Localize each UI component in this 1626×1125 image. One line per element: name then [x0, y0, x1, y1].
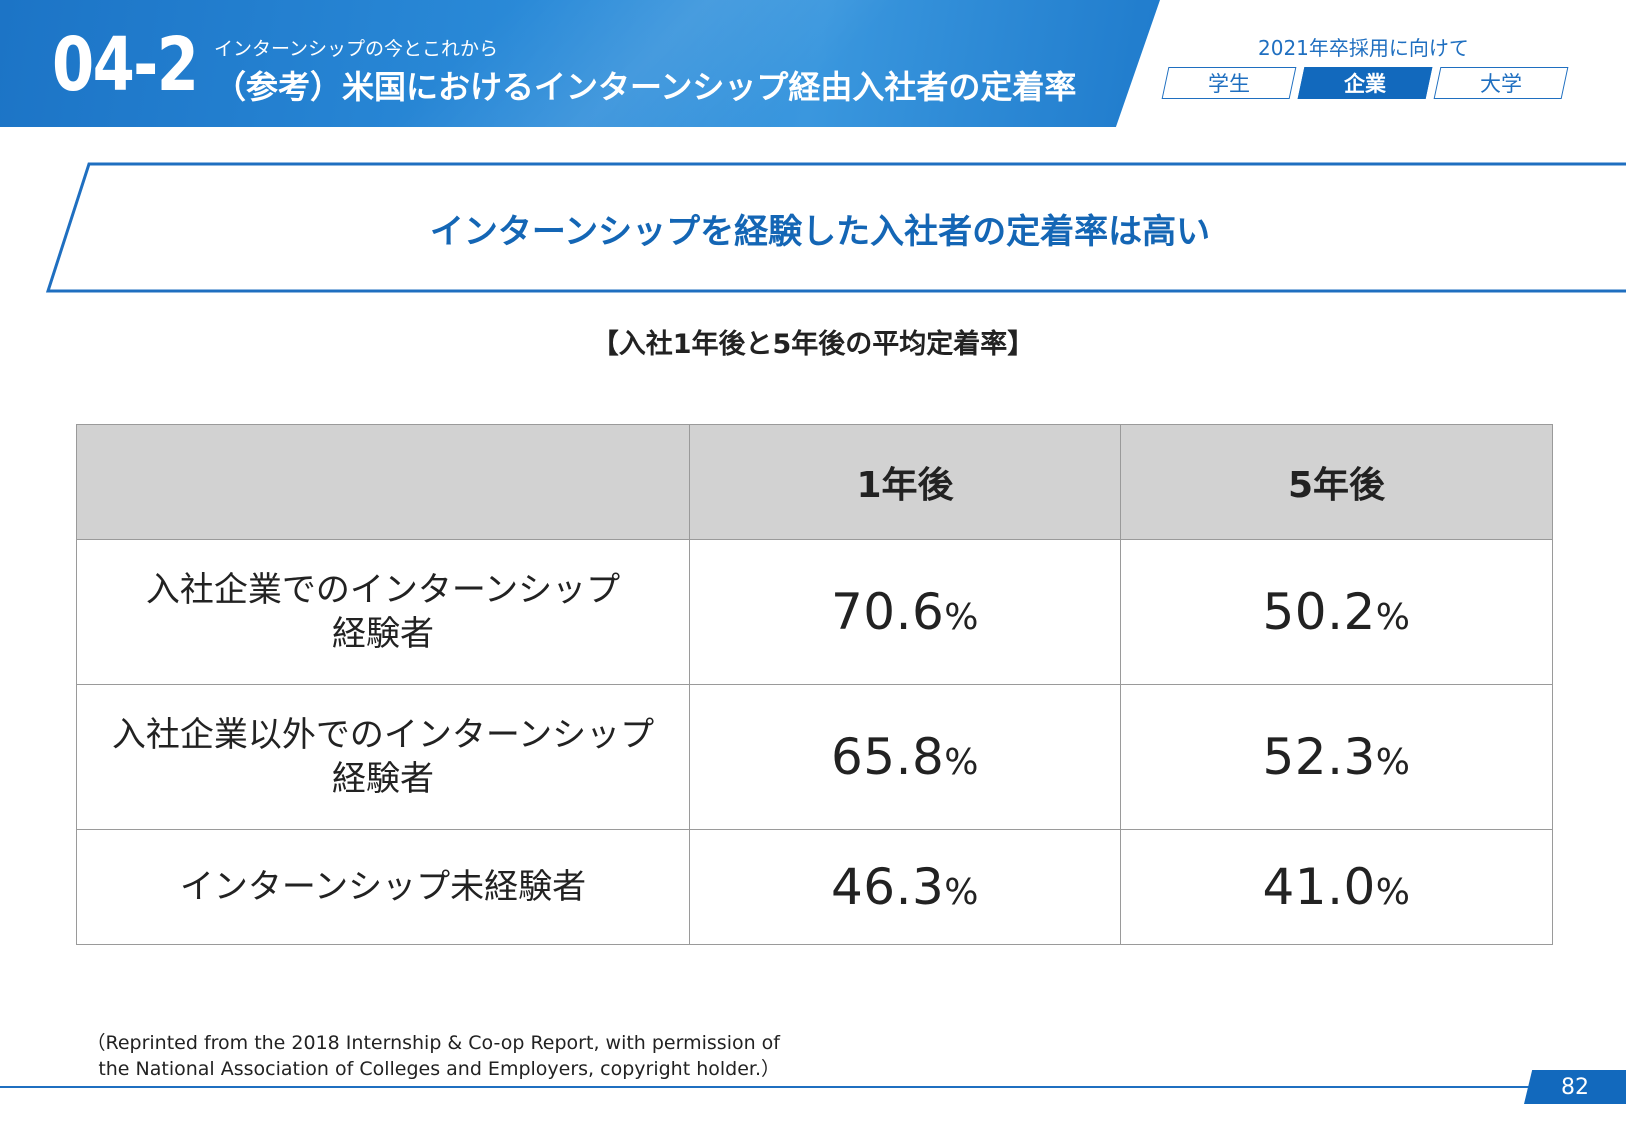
tab-universities-label: 大学 [1480, 72, 1522, 96]
header-cell-year5: 5年後 [1120, 424, 1553, 540]
unit: % [1375, 872, 1411, 913]
unit: % [1375, 742, 1411, 783]
row-label: 入社企業でのインターンシップ 経験者 [76, 539, 690, 685]
unit: % [944, 872, 980, 913]
page-number: 82 [1524, 1070, 1626, 1104]
audience-tabs: 学生 企業 大学 [1161, 67, 1570, 99]
header-band [0, 0, 1160, 127]
footer-divider [0, 1086, 1626, 1088]
tab-companies-label: 企業 [1344, 72, 1386, 96]
header-cell-empty [76, 424, 690, 540]
table-row: インターンシップ未経験者 46.3% 41.0% [76, 829, 1553, 945]
tab-students-label: 学生 [1208, 72, 1250, 96]
source-footnote: （Reprinted from the 2018 Internship & Co… [40, 1030, 780, 1082]
header-cell-year1: 1年後 [689, 424, 1121, 540]
value-cell-year5: 52.3% [1120, 684, 1553, 830]
value-cell-year1: 70.6% [689, 539, 1121, 685]
row-label: 入社企業以外でのインターンシップ 経験者 [76, 684, 690, 830]
value: 65.8 [830, 728, 945, 786]
unit: % [944, 597, 980, 638]
tab-students[interactable]: 学生 [1161, 67, 1297, 99]
row-label-line: インターンシップ未経験者 [179, 867, 587, 907]
table-row: 入社企業でのインターンシップ 経験者 70.6% 50.2% [76, 539, 1553, 685]
tab-universities[interactable]: 大学 [1433, 67, 1569, 99]
table-header-row: 1年後 5年後 [76, 424, 1553, 540]
value: 70.6 [830, 583, 945, 641]
value-cell-year5: 41.0% [1120, 829, 1553, 945]
value-cell-year1: 46.3% [689, 829, 1121, 945]
highlight-message: インターンシップを経験した入社者の定着率は高い [429, 212, 1211, 252]
recruit-year-label: 2021年卒採用に向けて [1258, 36, 1469, 60]
footnote-line: （Reprinted from the 2018 Internship & Co… [86, 1032, 780, 1054]
row-label-line: 経験者 [332, 614, 434, 654]
tab-companies[interactable]: 企業 [1297, 67, 1433, 99]
unit: % [1375, 597, 1411, 638]
value: 52.3 [1262, 728, 1376, 786]
value: 46.3 [830, 858, 945, 916]
unit: % [944, 742, 980, 783]
table-row: 入社企業以外でのインターンシップ 経験者 65.8% 52.3% [76, 684, 1553, 830]
row-label-line: 入社企業でのインターンシップ [145, 570, 621, 610]
retention-table: 1年後 5年後 入社企業でのインターンシップ 経験者 70.6% 50.2% 入… [76, 424, 1553, 945]
value-cell-year1: 65.8% [689, 684, 1121, 830]
page-title: （参考）米国におけるインターンシップ経由入社者の定着率 [214, 68, 1077, 106]
row-label-line: 経験者 [332, 759, 434, 799]
table-caption: 【入社1年後と5年後の平均定着率】 [591, 329, 1035, 360]
section-number: 04-2 [52, 22, 199, 108]
highlight-frame [45, 162, 1626, 293]
footnote-line: the National Association of Colleges and… [98, 1058, 780, 1080]
value: 50.2 [1262, 583, 1376, 641]
header-subtitle: インターンシップの今とこれから [214, 38, 499, 60]
value-cell-year5: 50.2% [1120, 539, 1553, 685]
row-label-line: 入社企業以外でのインターンシップ [111, 715, 655, 755]
row-label: インターンシップ未経験者 [76, 829, 690, 945]
value: 41.0 [1262, 858, 1376, 916]
